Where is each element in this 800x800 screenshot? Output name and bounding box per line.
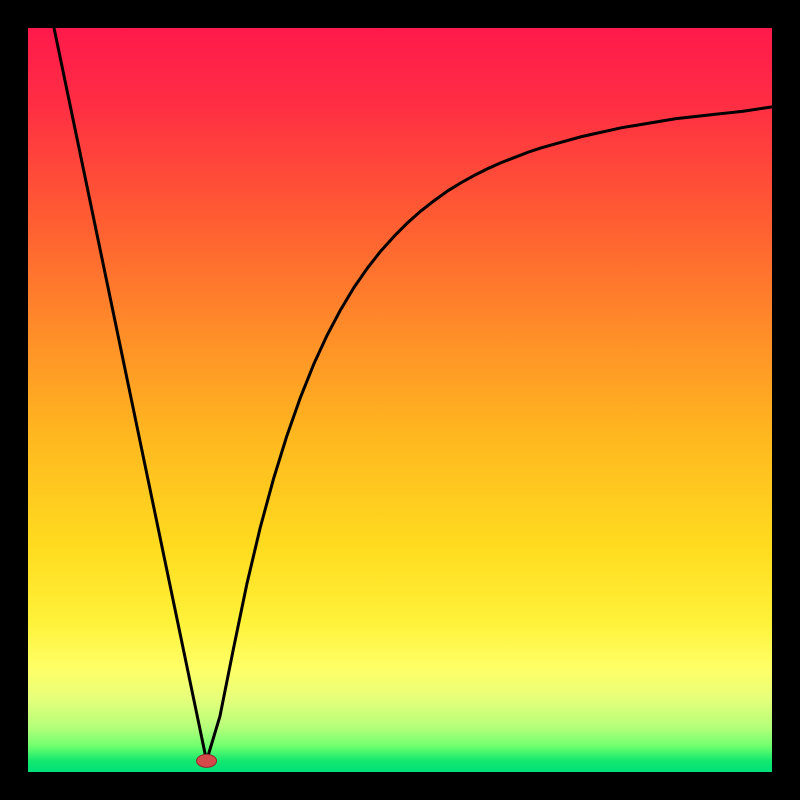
figure-frame: TheBottleneck.com <box>0 0 800 800</box>
bottleneck-marker <box>197 754 217 767</box>
bottleneck-chart-svg <box>0 0 800 800</box>
plot-container <box>0 0 800 800</box>
